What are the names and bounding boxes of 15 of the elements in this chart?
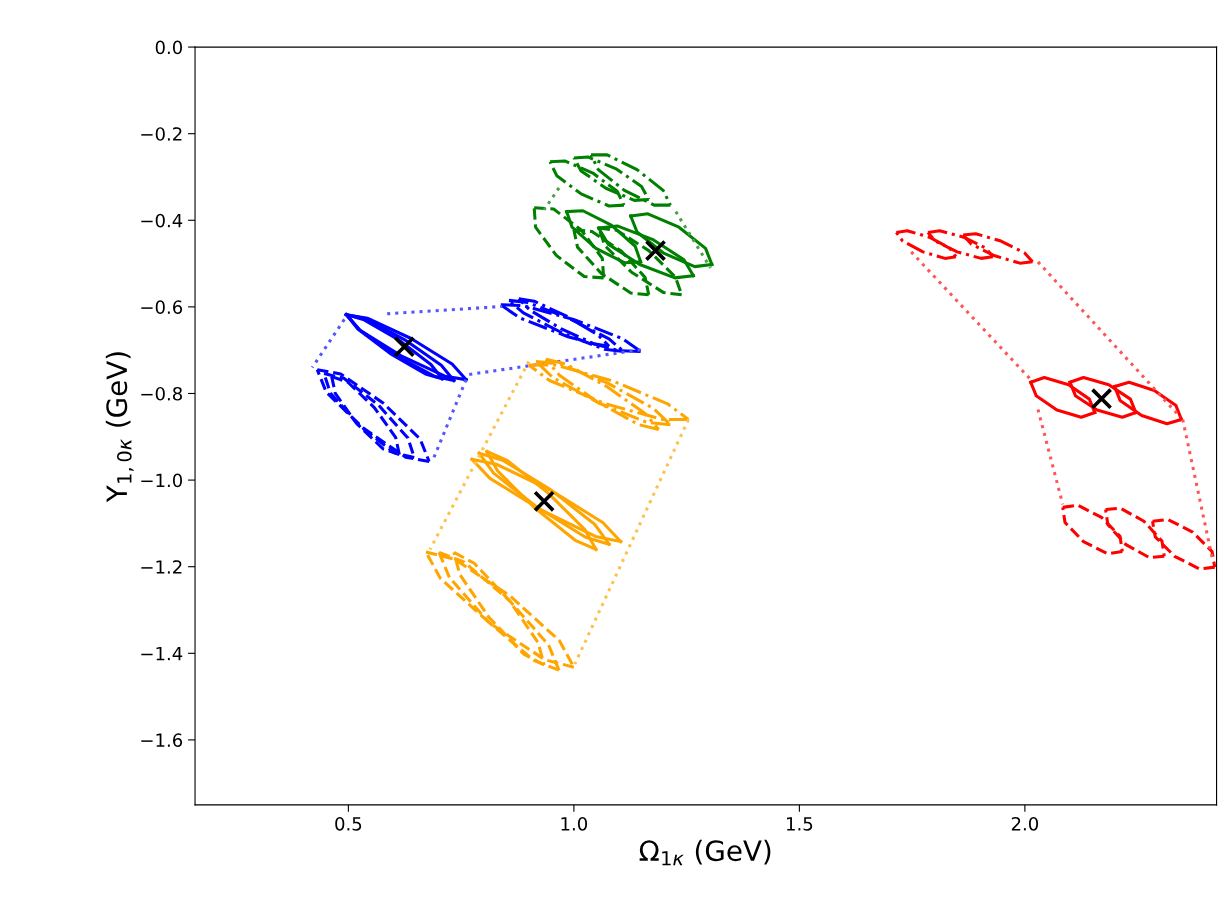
x-tick-label: 1.0 [561, 816, 588, 831]
y-tick-label: −1.4 [141, 647, 183, 661]
x-tick-label: 1.5 [787, 817, 813, 831]
x-axis-title: Ω$_{1κ}$ (GeV) [639, 839, 771, 866]
y-tick-label: −1.0 [141, 473, 183, 488]
x-tick-label: 0.5 [335, 816, 362, 831]
y-tick-label: −1.2 [141, 560, 182, 574]
y-tick-label: −0.2 [141, 127, 182, 141]
y-tick-label: −0.8 [141, 386, 182, 401]
y-tick-label: 0.0 [155, 40, 183, 55]
x-tick-label: 2.0 [1011, 816, 1039, 831]
y-tick-label: −0.6 [141, 300, 183, 314]
y-tick-label: −0.4 [141, 213, 183, 228]
y-tick-label: −1.6 [141, 733, 183, 748]
y-axis-title: Y$_{1,0κ}$ (GeV) [105, 352, 134, 503]
